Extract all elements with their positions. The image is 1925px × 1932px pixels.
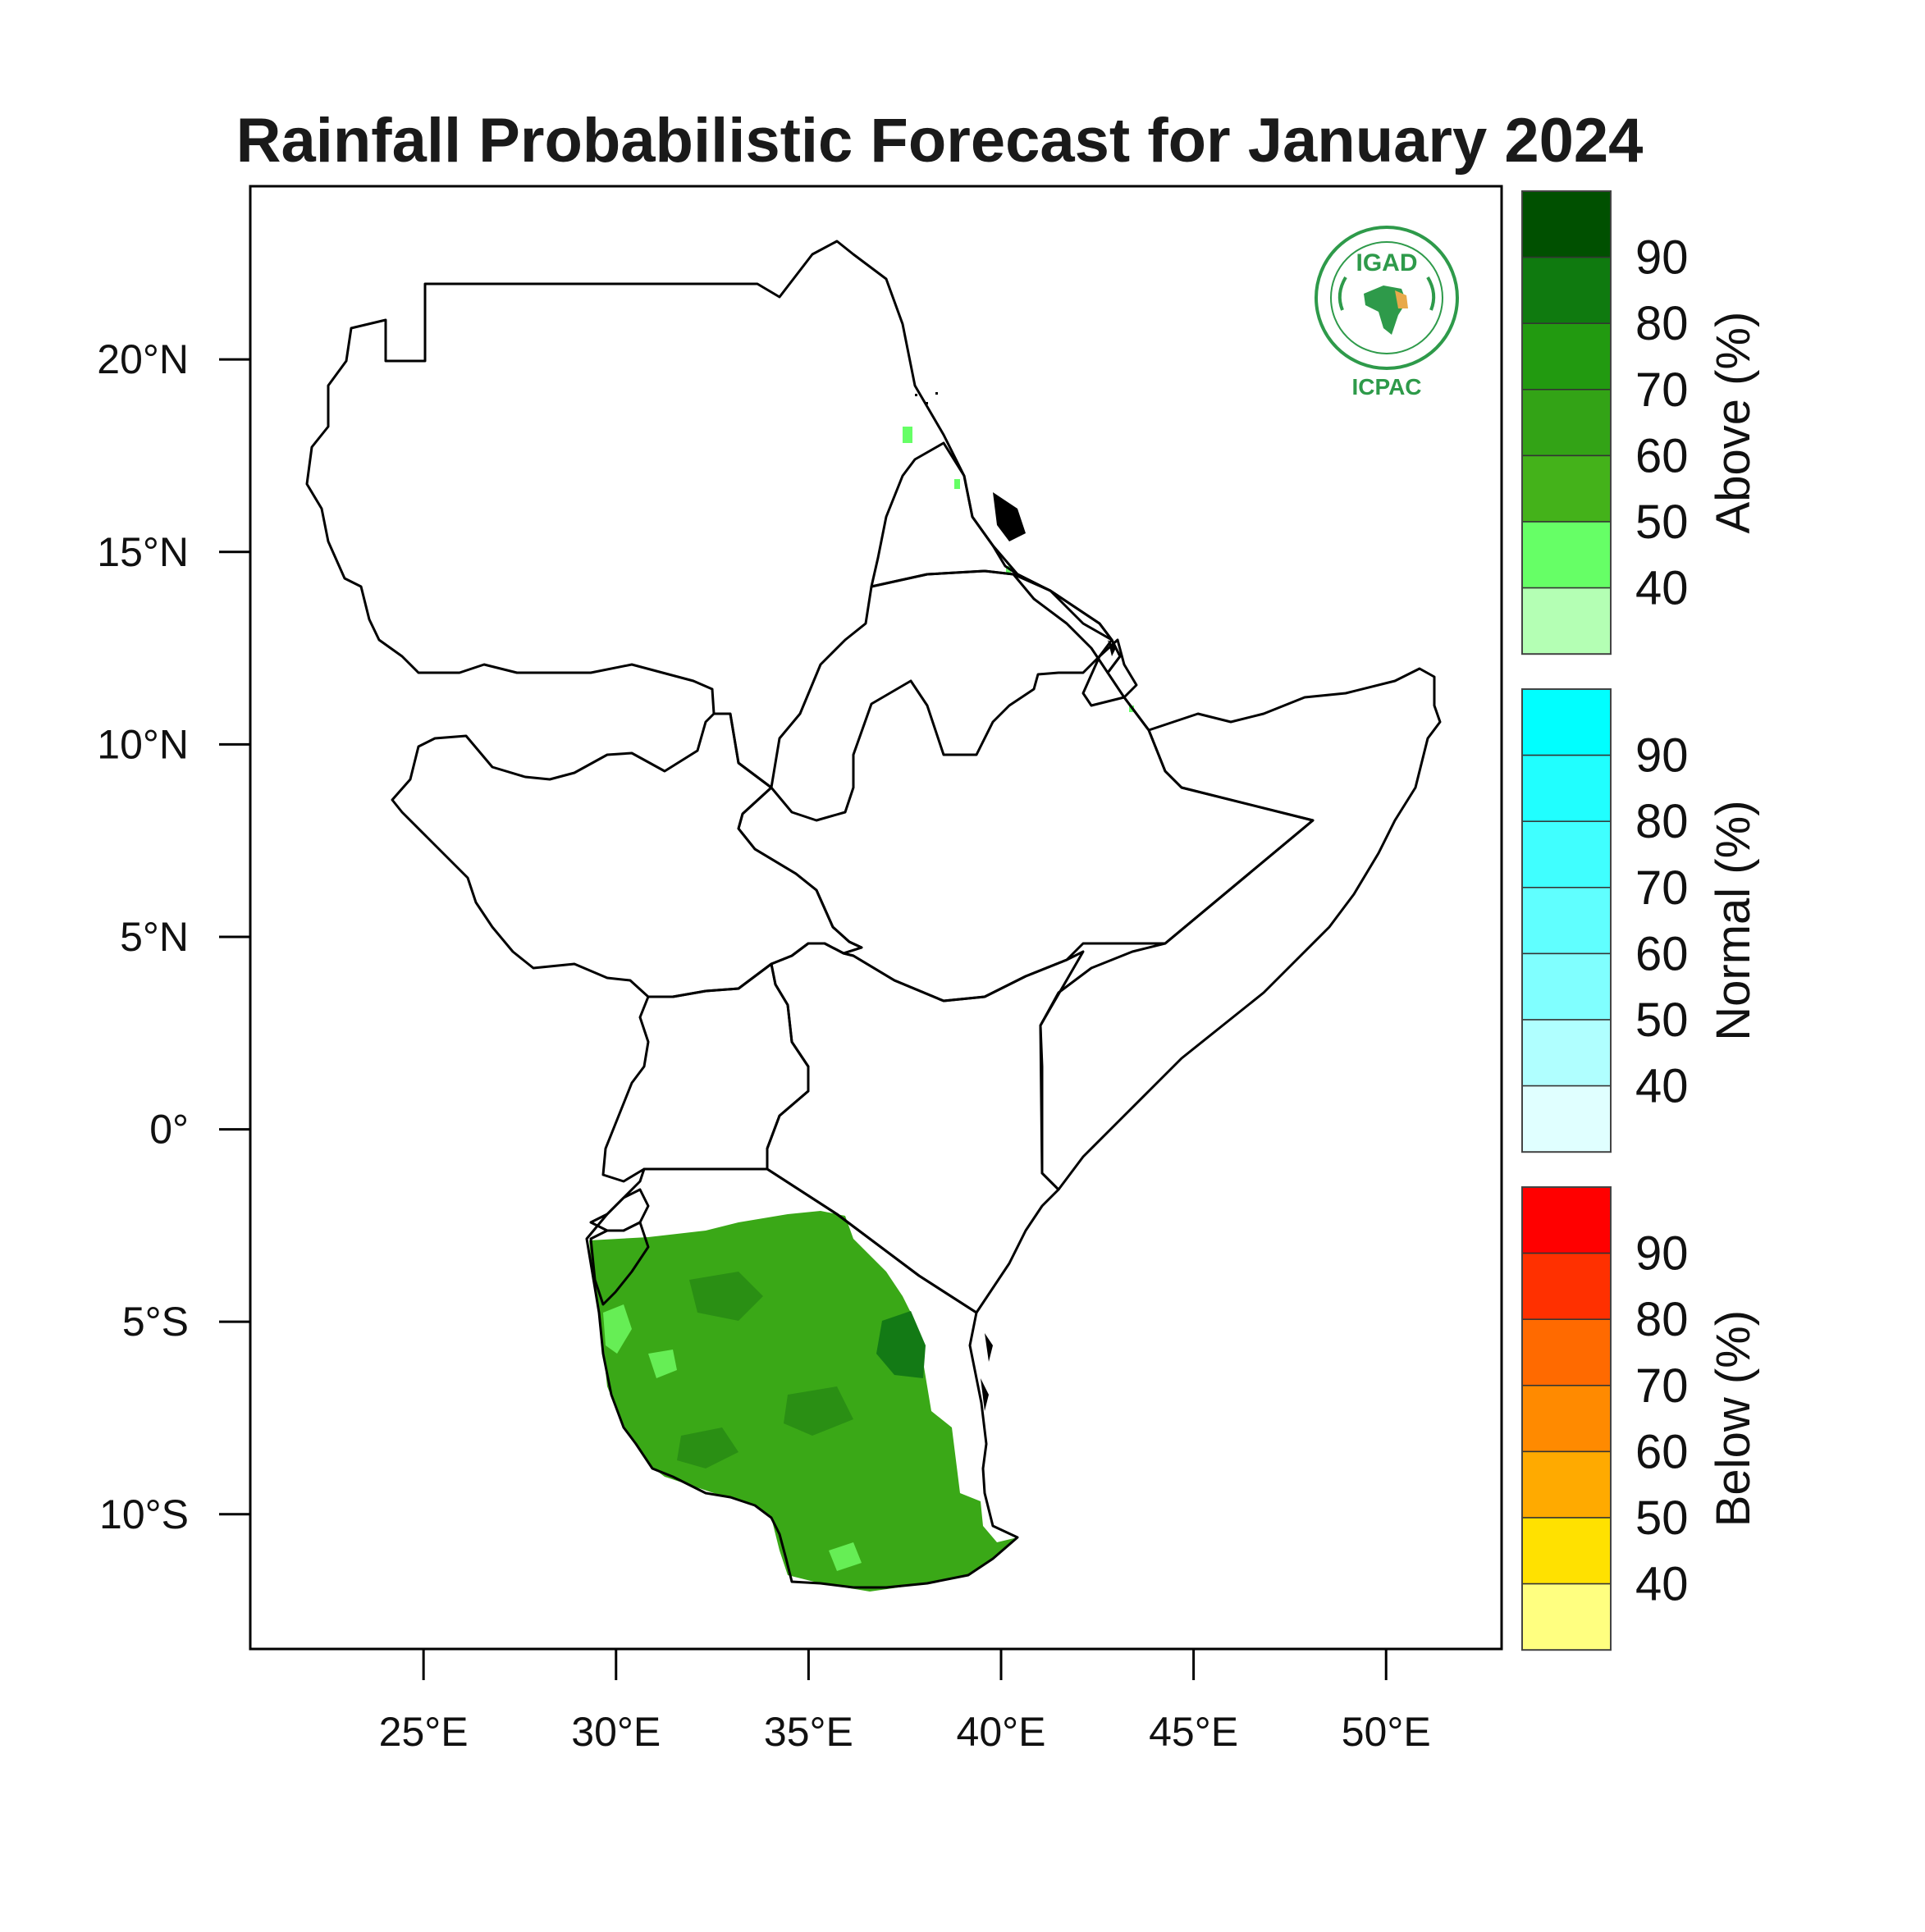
forecast-patch-dark [677, 1427, 738, 1468]
logo-bottom-text: ICPAC [1351, 374, 1422, 400]
map-frame [249, 185, 1503, 1651]
colorbar-label: 60 [1635, 927, 1689, 980]
colorbar-outline [1521, 190, 1612, 655]
colorbar-cell [1521, 820, 1612, 888]
forecast-speck [954, 479, 960, 489]
colorbar-label: 60 [1635, 1425, 1689, 1478]
colorbar-label: 40 [1635, 1558, 1689, 1611]
sudan-border [305, 240, 1113, 822]
colorbar-cell [1521, 389, 1612, 457]
colorbar-above: 90 80 70 60 50 40 Above (%) [1521, 190, 1760, 655]
colorbar-cell [1521, 1252, 1612, 1320]
colorbar-cell [1521, 754, 1612, 822]
colorbar-cell [1521, 322, 1612, 391]
south-sudan-border [391, 712, 863, 998]
colorbar-cell [1521, 1085, 1612, 1153]
country-borders [305, 240, 1442, 1589]
colorbar-label: 40 [1635, 562, 1689, 615]
colorbar-label: 80 [1635, 795, 1689, 848]
lat-tick-label: 5°N [120, 914, 189, 960]
colorbar-label: 60 [1635, 429, 1689, 482]
colorbar-cell [1521, 256, 1612, 324]
forecast-patch-dark [689, 1272, 763, 1321]
colorbar-label: 90 [1635, 231, 1689, 285]
colorbar-label: 50 [1635, 496, 1689, 549]
colorbar-label: 90 [1635, 1227, 1689, 1281]
forecast-patch-light [603, 1304, 632, 1354]
lon-tick-label: 45°E [1149, 1709, 1238, 1755]
forecast-patch-light [829, 1542, 862, 1571]
colorbar-cell [1521, 190, 1612, 258]
ethiopia-border [737, 569, 1315, 1003]
forecast-patch-dark [784, 1386, 853, 1436]
legend-colorbars: 90 80 70 60 50 40 Above (%) 90 80 70 60 50 40 Normal … [1521, 190, 1760, 1651]
colorbar-cell [1521, 1186, 1612, 1254]
colorbar-normal: 90 80 70 60 50 40 Normal (%) [1521, 688, 1760, 1153]
colorbar-cell [1521, 952, 1612, 1021]
uganda-border [601, 962, 810, 1183]
lat-tick-label: 20°N [97, 336, 189, 382]
forecast-patch-light [648, 1350, 677, 1378]
colorbar-label: 80 [1635, 1293, 1689, 1346]
longitude-axis: 25°E 30°E 35°E 40°E 45°E 50°E [379, 1649, 1431, 1755]
colorbar-cell [1521, 1583, 1612, 1651]
colorbar-cell [1521, 1019, 1612, 1087]
lat-tick-label: 10°S [99, 1491, 189, 1537]
colorbar-cell [1521, 454, 1612, 523]
colorbar-below: 90 80 70 60 50 40 Below (%) [1521, 1186, 1760, 1651]
colorbar-label: 70 [1635, 1359, 1689, 1413]
colorbar-label: 70 [1635, 861, 1689, 915]
colorbar-cell [1521, 521, 1612, 589]
burundi-border [589, 1221, 650, 1306]
lat-tick-label: 0° [149, 1107, 189, 1153]
colorbar-cell [1521, 1385, 1612, 1453]
colorbar-label: 70 [1635, 363, 1689, 417]
colorbar-label: 80 [1635, 297, 1689, 350]
lon-tick-label: 35°E [764, 1709, 853, 1755]
forecast-shading [589, 427, 1134, 1592]
latitude-axis: 20°N 15°N 10°N 5°N 0° 5°S 10°S [97, 336, 250, 1537]
lat-tick-label: 15°N [97, 529, 189, 575]
eritrea-border [870, 441, 1122, 674]
logo-emblem-icon [1315, 226, 1459, 370]
igad-icpac-logo: IGAD ICPAC [1305, 220, 1469, 402]
colorbar-cell [1521, 688, 1612, 756]
colorbar-title: Normal (%) [1707, 800, 1760, 1040]
lat-tick-label: 10°N [97, 721, 189, 767]
colorbar-label: 50 [1635, 993, 1689, 1047]
forecast-speck [903, 427, 912, 443]
colorbar-label: 40 [1635, 1060, 1689, 1113]
lon-tick-label: 50°E [1342, 1709, 1431, 1755]
colorbar-cell [1521, 1517, 1612, 1585]
lon-tick-label: 30°E [571, 1709, 661, 1755]
colorbar-cell [1521, 1318, 1612, 1386]
island-specks [915, 392, 1116, 1411]
lat-tick-label: 5°S [122, 1299, 189, 1345]
colorbar-label: 90 [1635, 729, 1689, 783]
lon-tick-label: 40°E [957, 1709, 1046, 1755]
colorbar-label: 50 [1635, 1491, 1689, 1545]
forecast-patch-dark [876, 1311, 926, 1378]
colorbar-title: Below (%) [1707, 1310, 1760, 1527]
lon-tick-label: 25°E [379, 1709, 469, 1755]
colorbar-outline [1521, 1186, 1612, 1651]
colorbar-title: Above (%) [1707, 312, 1760, 534]
somalia-border [1039, 667, 1442, 1191]
colorbar-cell [1521, 587, 1612, 655]
colorbar-cell [1521, 887, 1612, 955]
colorbar-cell [1521, 1450, 1612, 1519]
map-title: Rainfall Probabilistic Forecast for Janu… [235, 106, 1644, 176]
colorbar-outline [1521, 688, 1612, 1153]
logo-top-text: IGAD [1356, 249, 1418, 276]
tanzania-border [585, 1167, 1019, 1589]
